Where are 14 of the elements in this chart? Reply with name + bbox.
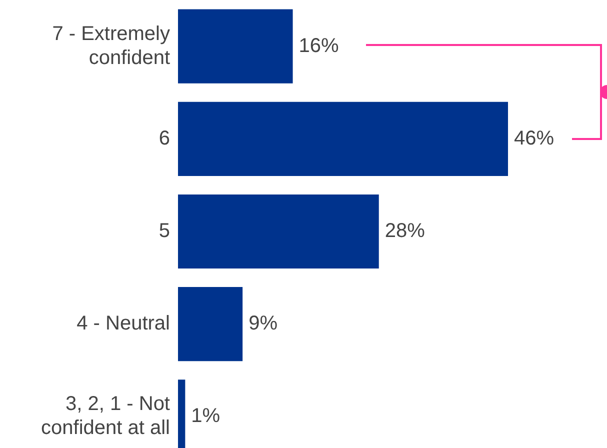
y-tick-label: 3, 2, 1 - Not confident at all [41,393,170,440]
bar [178,194,379,269]
bar [178,9,293,84]
data-label: 1% [191,405,220,428]
data-label: 28% [384,220,426,242]
data-label: 16% [298,34,340,57]
y-tick-label: 7 - Extremely confident [52,22,170,69]
data-label: 46% [514,127,554,150]
y-tick-label: 4 - Neutral [76,312,170,335]
bar [178,102,508,176]
data-label: 9% [248,312,278,335]
y-tick-label: 6 [158,127,170,150]
y-tick-label: 5 [158,220,170,242]
bar [178,287,243,362]
